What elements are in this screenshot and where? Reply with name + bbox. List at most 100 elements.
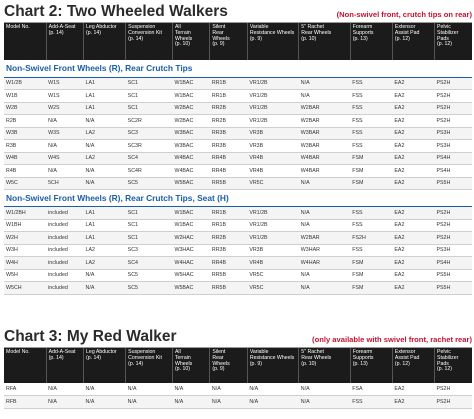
table-cell: LA2 (83, 127, 126, 140)
table-cell: EA2 (392, 152, 435, 165)
table-cell: VR4B (247, 256, 299, 270)
table-cell: RR1B (209, 89, 248, 103)
table-cell: VR3B (247, 127, 299, 140)
table-cell: W1S (46, 77, 84, 90)
table-cell: W5BAC (172, 281, 210, 295)
table-row: W1/2BH included LA1 SC1 W1BAC RR1B VR1/2B N/A FS… (4, 206, 472, 220)
table-cell: RR3B (209, 127, 248, 140)
table-cell: PS2H (434, 395, 472, 409)
table-cell: LA1 (83, 77, 126, 90)
table-cell: LA2 (83, 244, 126, 257)
table-cell: W3S (46, 127, 84, 140)
table-cell: W1/2BH (4, 206, 47, 220)
table-cell: VR1/2B (247, 114, 299, 128)
table-cell: W1B (4, 89, 47, 103)
table-cell: EA2 (392, 395, 435, 409)
table-cell: W4BAR (298, 164, 351, 178)
chart3-column-header: Model No. (4, 348, 47, 383)
table-cell: EA2 (392, 281, 435, 295)
table-cell: SC1 (125, 206, 173, 220)
table-cell: RR1B (209, 206, 248, 220)
chart2-column-header: Pelvic Stabilizer Pads (p. 12) (434, 23, 472, 60)
chart3-rule (4, 347, 472, 348)
table-cell: SC5 (125, 269, 173, 282)
table-cell: LA1 (83, 89, 126, 103)
table-cell: RFA (4, 383, 47, 396)
table-cell: FSS (350, 395, 393, 409)
table-cell: RR4B (209, 256, 248, 270)
table-cell: included (46, 269, 84, 282)
chart3-note: (only available with swivel front, rache… (312, 335, 472, 344)
table-row: W2H included LA1 SC1 W2HAC RR2B VR1/2B W2BAR FS2… (4, 231, 472, 245)
table-cell: EA2 (392, 177, 435, 190)
chart3-column-header: 5" Rachet Rear Wheels (p. 10) (298, 348, 351, 383)
table-cell: FSA (350, 383, 393, 396)
table-cell: RR5B (209, 177, 248, 190)
table-cell: PS4H (434, 164, 472, 178)
table-row: W1B W1S LA1 SC1 W1BAC RR1B VR1/2B N/A FSS EA2 PS2H (4, 89, 472, 103)
table-cell: PS5H (434, 177, 472, 190)
table-cell: R3B (4, 139, 47, 153)
table-row: R3B N/A N/A SC3R W3BAC RR3B VR3B W3BAR FSS EA2 PS3… (4, 139, 472, 153)
table-cell: W1BAC (172, 206, 210, 220)
chart2-column-header: Forearm Supports (p. 13) (350, 23, 393, 60)
table-cell: W5H (4, 269, 47, 282)
table-cell: N/A (125, 383, 173, 396)
chart3-header-row: Model No. Add-A-Seat (p. 14) Leg Abductor (p… (4, 348, 472, 383)
table-cell: FSS (350, 139, 393, 153)
table-cell: W3BAC (172, 127, 210, 140)
table-cell: FSS (350, 89, 393, 103)
table-row: W4B W4S LA2 SC4 W4BAC RR4B VR4B W4BAR FSM EA2 PS4H (4, 152, 472, 165)
table-cell: RR3B (209, 244, 248, 257)
table-cell: LA1 (83, 231, 126, 245)
table-cell: SC3 (125, 127, 173, 140)
chart2-rule (4, 22, 472, 23)
table-cell: SC1 (125, 219, 173, 232)
table-row: W1/2B W1S LA1 SC1 W1BAC RR1B VR1/2B N/A FSS EA2 PS… (4, 77, 472, 90)
table-row: W5H included N/A SC5 W5HAC RR5B VR5C N/A FSM EA2 P… (4, 269, 472, 282)
table-cell: RR2B (209, 102, 248, 115)
table-cell: N/A (209, 383, 248, 396)
table-cell: FS2H (350, 231, 393, 245)
table-cell: SC4R (125, 164, 173, 178)
table-cell: VR1/2B (247, 89, 299, 103)
table-cell: N/A (83, 269, 126, 282)
table-cell: PS2H (434, 231, 472, 245)
table-cell: SC4 (125, 152, 173, 165)
table-cell: PS2H (434, 219, 472, 232)
table-cell: RR1B (209, 219, 248, 232)
chart2-column-header: Extensor Assist Pad (p. 12) (392, 23, 435, 60)
table-cell: FSS (350, 206, 393, 220)
table-cell: W3H (4, 244, 47, 257)
table-cell: PS3H (434, 244, 472, 257)
table-row: RFA N/A N/A N/A N/A N/A N/A N/A FSA EA2 PS2H (4, 383, 472, 396)
table-cell: N/A (83, 114, 126, 128)
table-cell: W2S (46, 102, 84, 115)
table-cell: VR4B (247, 164, 299, 178)
table-cell: RR5B (209, 269, 248, 282)
chart2-header-row: Model No. Add-A-Seat (p. 14) Leg Abductor (p… (4, 23, 472, 60)
table-cell: W4S (46, 152, 84, 165)
section-heading: Non-Swivel Front Wheels (R), Rear Crutch… (4, 189, 472, 207)
chart2-note: (Non-swivel front, crutch tips on rear) (336, 10, 472, 19)
chart2-column-header: 5" Rachet Rear Wheels (p. 10) (298, 23, 351, 60)
table-row: RFB N/A N/A N/A N/A N/A N/A N/A FSS EA2 PS2H (4, 395, 472, 409)
table-cell: N/A (298, 383, 351, 396)
table-cell: PS2H (434, 114, 472, 128)
table-cell: FSS (350, 244, 393, 257)
table-cell: W4HAC (172, 256, 210, 270)
table-cell: RR5B (209, 281, 248, 295)
table-cell: N/A (298, 269, 351, 282)
table-cell: VR5C (247, 269, 299, 282)
table-cell: VR1/2B (247, 231, 299, 245)
chart3-column-header: Leg Abductor (p. 14) (83, 348, 127, 383)
table-cell: W4B (4, 152, 47, 165)
section-heading: Non-Swivel Front Wheels (R), Rear Crutch… (4, 60, 472, 78)
table-cell: EA2 (392, 139, 435, 153)
table-cell: SC1 (125, 89, 173, 103)
table-cell: W1BAC (172, 77, 210, 90)
chart3-table: Model No. Add-A-Seat (p. 14) Leg Abductor (p… (4, 348, 472, 409)
table-cell: W4BAC (172, 152, 210, 165)
chart2-heading: Chart 2: Two Wheeled Walkers (Non-swivel… (4, 3, 472, 21)
table-row: W3H included LA2 SC3 W3HAC RR3B VR3B W3HAR FSS EA… (4, 244, 472, 257)
